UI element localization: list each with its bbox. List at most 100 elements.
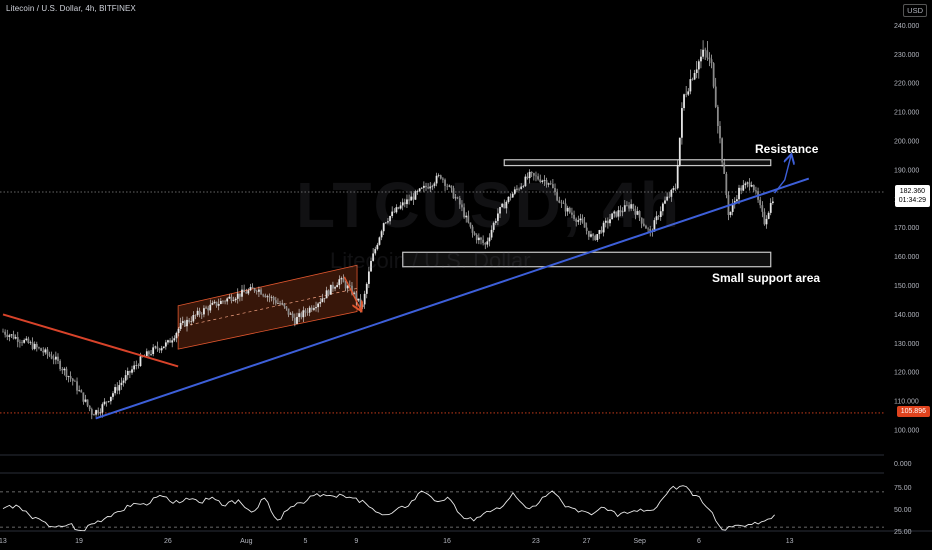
candle-body: [465, 215, 468, 218]
candle-body: [579, 218, 582, 221]
candle-body: [619, 210, 622, 213]
x-tick-label: 13: [786, 538, 794, 545]
candle-body: [463, 207, 465, 218]
candle-body: [499, 207, 501, 214]
candle-body: [253, 288, 256, 292]
candle-body: [759, 199, 762, 206]
candle-body: [710, 59, 713, 64]
candle-body: [107, 401, 110, 402]
candle-body: [262, 294, 265, 296]
candle-body: [403, 202, 406, 205]
candle-body: [245, 292, 248, 294]
candle-body: [706, 50, 709, 58]
candle-body: [395, 207, 398, 213]
candle-body: [260, 289, 262, 295]
candle-body: [313, 308, 315, 310]
candle-body: [103, 401, 106, 405]
candle-body: [230, 296, 233, 301]
candle-body: [80, 390, 83, 393]
candle-body: [719, 126, 721, 139]
candle-body: [664, 200, 666, 204]
candle-body: [129, 371, 131, 373]
candle-body: [65, 368, 68, 377]
candle-body: [503, 203, 506, 209]
candle-body: [471, 226, 474, 233]
candle-body: [716, 106, 719, 127]
candle-body: [623, 205, 626, 212]
candle-body: [518, 188, 520, 190]
candle-body: [217, 304, 220, 306]
candle-body: [410, 196, 413, 201]
candle-body: [105, 401, 108, 403]
candle-body: [116, 387, 119, 391]
candle-body: [306, 312, 309, 314]
candle-body: [86, 399, 89, 406]
candle-body: [653, 220, 656, 232]
candle-body: [450, 185, 453, 189]
candle-body: [133, 365, 136, 370]
x-tick-label: 16: [443, 538, 451, 545]
candle-body: [511, 193, 514, 198]
candle-body: [120, 382, 123, 386]
candle-body: [222, 300, 224, 302]
candle-body: [391, 211, 394, 217]
candle-body: [361, 304, 364, 308]
candle-body: [676, 165, 679, 189]
candle-body: [109, 396, 112, 402]
rsi-tick-label: 25.00: [894, 529, 912, 536]
candle-body: [327, 290, 330, 295]
candle-body: [374, 249, 377, 254]
candle-body: [712, 63, 715, 87]
candle-body: [748, 182, 751, 187]
candle-body: [315, 307, 317, 309]
currency-button[interactable]: USD: [903, 4, 927, 17]
candle-body: [530, 171, 533, 174]
candle-body: [167, 340, 169, 343]
candle-body: [188, 319, 191, 322]
candle-body: [323, 298, 326, 299]
candle-body: [355, 292, 358, 301]
candle-body: [249, 287, 252, 291]
candle-body: [234, 298, 237, 301]
candle-body: [488, 237, 491, 242]
candle-body: [577, 220, 580, 222]
candle-body: [264, 295, 267, 298]
y-tick-label: 150.000: [894, 283, 919, 290]
candle-body: [672, 188, 675, 190]
candle-body: [613, 211, 616, 214]
candle-body: [590, 234, 592, 237]
candle-body: [342, 278, 345, 283]
candle-body: [547, 183, 550, 185]
candle-body: [10, 334, 13, 336]
candle-body: [771, 201, 774, 204]
candle-body: [258, 289, 260, 292]
candle-body: [122, 380, 125, 383]
candle-body: [490, 229, 493, 238]
candle-body: [84, 399, 87, 402]
candle-body: [6, 334, 9, 337]
candle-body: [131, 369, 133, 373]
rsi-line: [2, 485, 775, 532]
current-price-tag: 182.360 01:34:29: [894, 185, 930, 207]
candle-body: [617, 210, 620, 217]
candle-body: [516, 188, 518, 190]
candle-body: [325, 290, 328, 299]
candle-body: [685, 94, 688, 95]
candles: [2, 40, 774, 420]
candle-body: [67, 376, 70, 377]
y-tick-label: 230.000: [894, 52, 919, 59]
candle-body: [376, 244, 379, 250]
candle-body: [44, 349, 47, 353]
candle-body: [95, 410, 97, 415]
candle-body: [587, 230, 590, 237]
candle-body: [177, 328, 180, 333]
candle-body: [154, 346, 157, 348]
candle-body: [48, 354, 51, 356]
candle-body: [171, 340, 174, 343]
candle-body: [763, 211, 766, 225]
candle-body: [767, 212, 770, 219]
candle-body: [139, 356, 142, 367]
candle-body: [552, 184, 554, 189]
candle-body: [609, 219, 611, 224]
